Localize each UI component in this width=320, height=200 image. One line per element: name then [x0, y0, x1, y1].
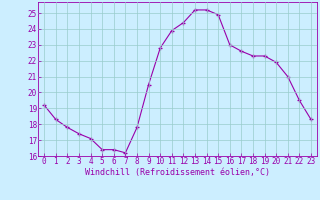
X-axis label: Windchill (Refroidissement éolien,°C): Windchill (Refroidissement éolien,°C) — [85, 168, 270, 177]
